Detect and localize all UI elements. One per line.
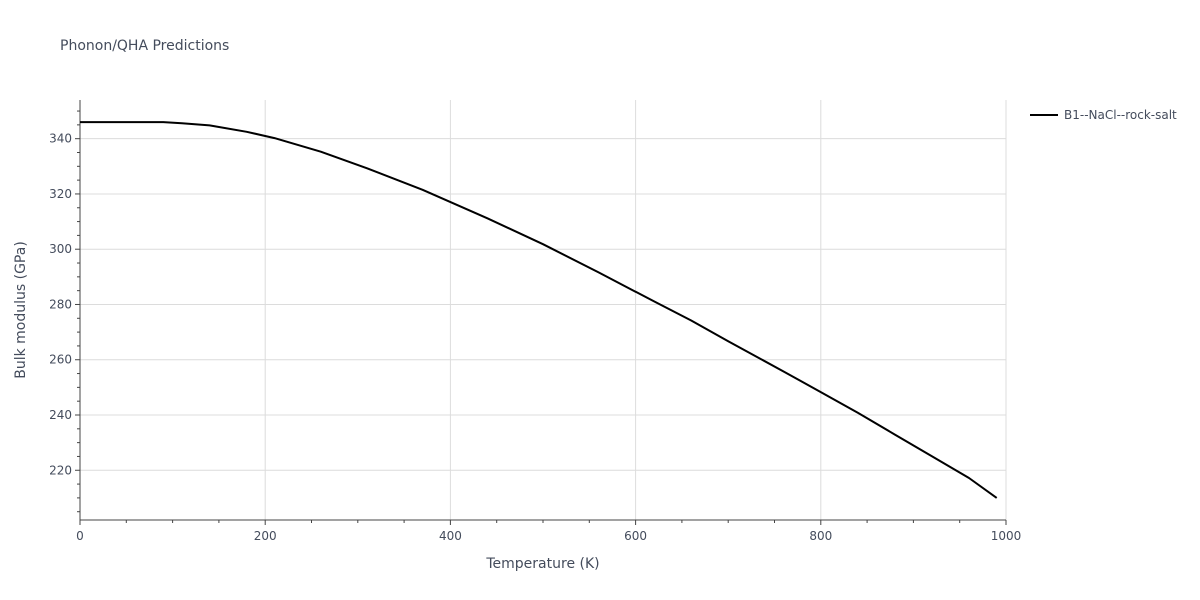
x-tick-label: 600: [624, 529, 647, 543]
y-tick-label: 340: [49, 132, 72, 146]
grid: [80, 100, 1007, 520]
x-tick-label: 1000: [991, 529, 1022, 543]
axes: 0 200 400 600 800 1000 220 240 260 280 300 320 340: [49, 100, 1021, 543]
y-tick-label: 300: [49, 242, 72, 256]
y-tick-label: 220: [49, 463, 72, 477]
x-tick-label: 0: [76, 529, 84, 543]
series-line[interactable]: [80, 121, 998, 499]
legend[interactable]: B1--NaCl--rock-salt: [1030, 108, 1177, 122]
x-tick-label: 200: [254, 529, 277, 543]
x-tick-label: 800: [809, 529, 832, 543]
y-tick-label: 280: [49, 297, 72, 311]
y-tick-label: 320: [49, 187, 72, 201]
y-tick-label: 240: [49, 408, 72, 422]
y-tick-label: 260: [49, 353, 72, 367]
legend-label[interactable]: B1--NaCl--rock-salt: [1064, 108, 1177, 122]
chart-title: Phonon/QHA Predictions: [60, 38, 229, 54]
x-axis-title: Temperature (K): [485, 556, 599, 572]
y-axis-title: Bulk modulus (GPa): [13, 241, 29, 379]
plot-area: [80, 121, 998, 499]
x-tick-label: 400: [439, 529, 462, 543]
